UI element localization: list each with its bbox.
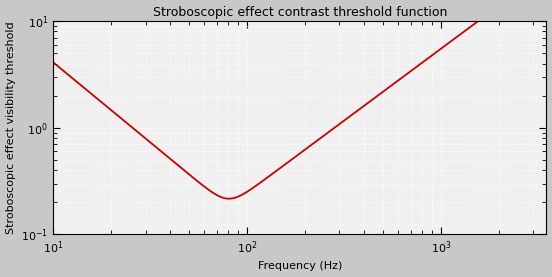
- Y-axis label: Stroboscopic effect visibility threshold: Stroboscopic effect visibility threshold: [6, 21, 15, 234]
- X-axis label: Frequency (Hz): Frequency (Hz): [258, 261, 342, 271]
- Title: Stroboscopic effect contrast threshold function: Stroboscopic effect contrast threshold f…: [152, 6, 447, 19]
